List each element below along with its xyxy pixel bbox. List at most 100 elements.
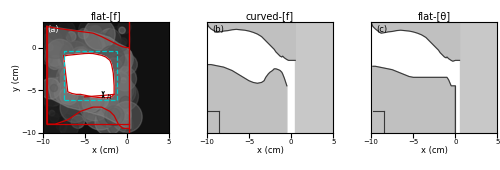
Circle shape	[76, 46, 92, 64]
Polygon shape	[373, 111, 384, 133]
Circle shape	[82, 40, 110, 69]
Circle shape	[111, 72, 129, 90]
Circle shape	[84, 97, 117, 130]
Circle shape	[108, 108, 120, 121]
Circle shape	[78, 83, 104, 109]
Circle shape	[56, 122, 64, 130]
Circle shape	[100, 90, 129, 118]
Circle shape	[90, 66, 107, 84]
Circle shape	[88, 84, 104, 100]
Circle shape	[91, 33, 114, 57]
Circle shape	[62, 69, 81, 89]
Polygon shape	[207, 22, 296, 60]
Circle shape	[44, 32, 57, 46]
Circle shape	[110, 77, 134, 101]
Circle shape	[70, 72, 85, 88]
Circle shape	[42, 94, 55, 107]
Circle shape	[112, 99, 130, 117]
Circle shape	[110, 121, 116, 126]
Circle shape	[60, 118, 78, 137]
Circle shape	[54, 82, 76, 104]
Circle shape	[99, 86, 120, 107]
Circle shape	[60, 41, 90, 70]
Circle shape	[66, 32, 76, 41]
Circle shape	[58, 76, 66, 84]
Circle shape	[40, 78, 61, 99]
Circle shape	[71, 115, 85, 128]
Circle shape	[32, 28, 64, 60]
Circle shape	[60, 62, 94, 95]
Circle shape	[79, 88, 112, 121]
Circle shape	[59, 76, 72, 89]
Title: curved-[f]: curved-[f]	[246, 11, 294, 21]
Circle shape	[96, 75, 107, 86]
Circle shape	[53, 44, 70, 61]
Circle shape	[50, 86, 65, 100]
Polygon shape	[64, 53, 114, 98]
Circle shape	[96, 99, 126, 128]
Circle shape	[112, 101, 142, 132]
Circle shape	[120, 38, 127, 46]
Circle shape	[45, 93, 69, 117]
Circle shape	[102, 66, 121, 84]
Circle shape	[100, 46, 124, 71]
Circle shape	[44, 46, 64, 66]
X-axis label: x (cm): x (cm)	[421, 146, 448, 155]
Circle shape	[44, 40, 62, 58]
Circle shape	[75, 49, 88, 62]
Circle shape	[105, 45, 133, 74]
Polygon shape	[373, 66, 456, 133]
Circle shape	[78, 15, 112, 49]
Polygon shape	[371, 22, 460, 61]
Circle shape	[42, 55, 52, 65]
Title: flat-[f]: flat-[f]	[90, 11, 121, 21]
Circle shape	[109, 113, 134, 138]
X-axis label: x (cm): x (cm)	[92, 146, 119, 155]
Circle shape	[54, 84, 70, 100]
Circle shape	[110, 79, 136, 105]
Circle shape	[50, 113, 59, 122]
Bar	[460, 22, 498, 133]
Circle shape	[119, 27, 126, 34]
Circle shape	[89, 92, 96, 98]
Circle shape	[48, 66, 80, 98]
Circle shape	[58, 65, 70, 77]
Circle shape	[59, 64, 82, 88]
Circle shape	[106, 115, 127, 135]
Bar	[296, 22, 333, 133]
Circle shape	[84, 87, 108, 111]
Circle shape	[100, 50, 127, 77]
Circle shape	[46, 44, 53, 51]
Circle shape	[106, 58, 122, 74]
Title: flat-[θ]: flat-[θ]	[418, 11, 451, 21]
Circle shape	[111, 105, 131, 125]
Circle shape	[112, 55, 126, 70]
Circle shape	[78, 86, 104, 113]
Circle shape	[50, 84, 58, 92]
Circle shape	[107, 50, 117, 60]
Circle shape	[124, 113, 130, 120]
X-axis label: x (cm): x (cm)	[256, 146, 283, 155]
Circle shape	[35, 107, 67, 140]
Circle shape	[76, 34, 102, 61]
Text: (b): (b)	[212, 25, 224, 34]
Text: (c): (c)	[376, 25, 388, 34]
Circle shape	[120, 96, 132, 108]
Circle shape	[122, 95, 132, 105]
Circle shape	[38, 76, 56, 95]
Circle shape	[117, 64, 136, 83]
Circle shape	[105, 71, 120, 87]
Circle shape	[90, 90, 108, 109]
Circle shape	[88, 108, 94, 115]
Circle shape	[52, 77, 69, 95]
Circle shape	[83, 80, 98, 95]
Circle shape	[99, 80, 108, 89]
Circle shape	[104, 99, 128, 123]
Circle shape	[62, 76, 92, 107]
Circle shape	[58, 21, 75, 38]
Text: (a): (a)	[48, 25, 59, 34]
Circle shape	[118, 55, 138, 74]
Circle shape	[78, 28, 88, 39]
Circle shape	[78, 65, 84, 71]
Circle shape	[72, 80, 96, 104]
